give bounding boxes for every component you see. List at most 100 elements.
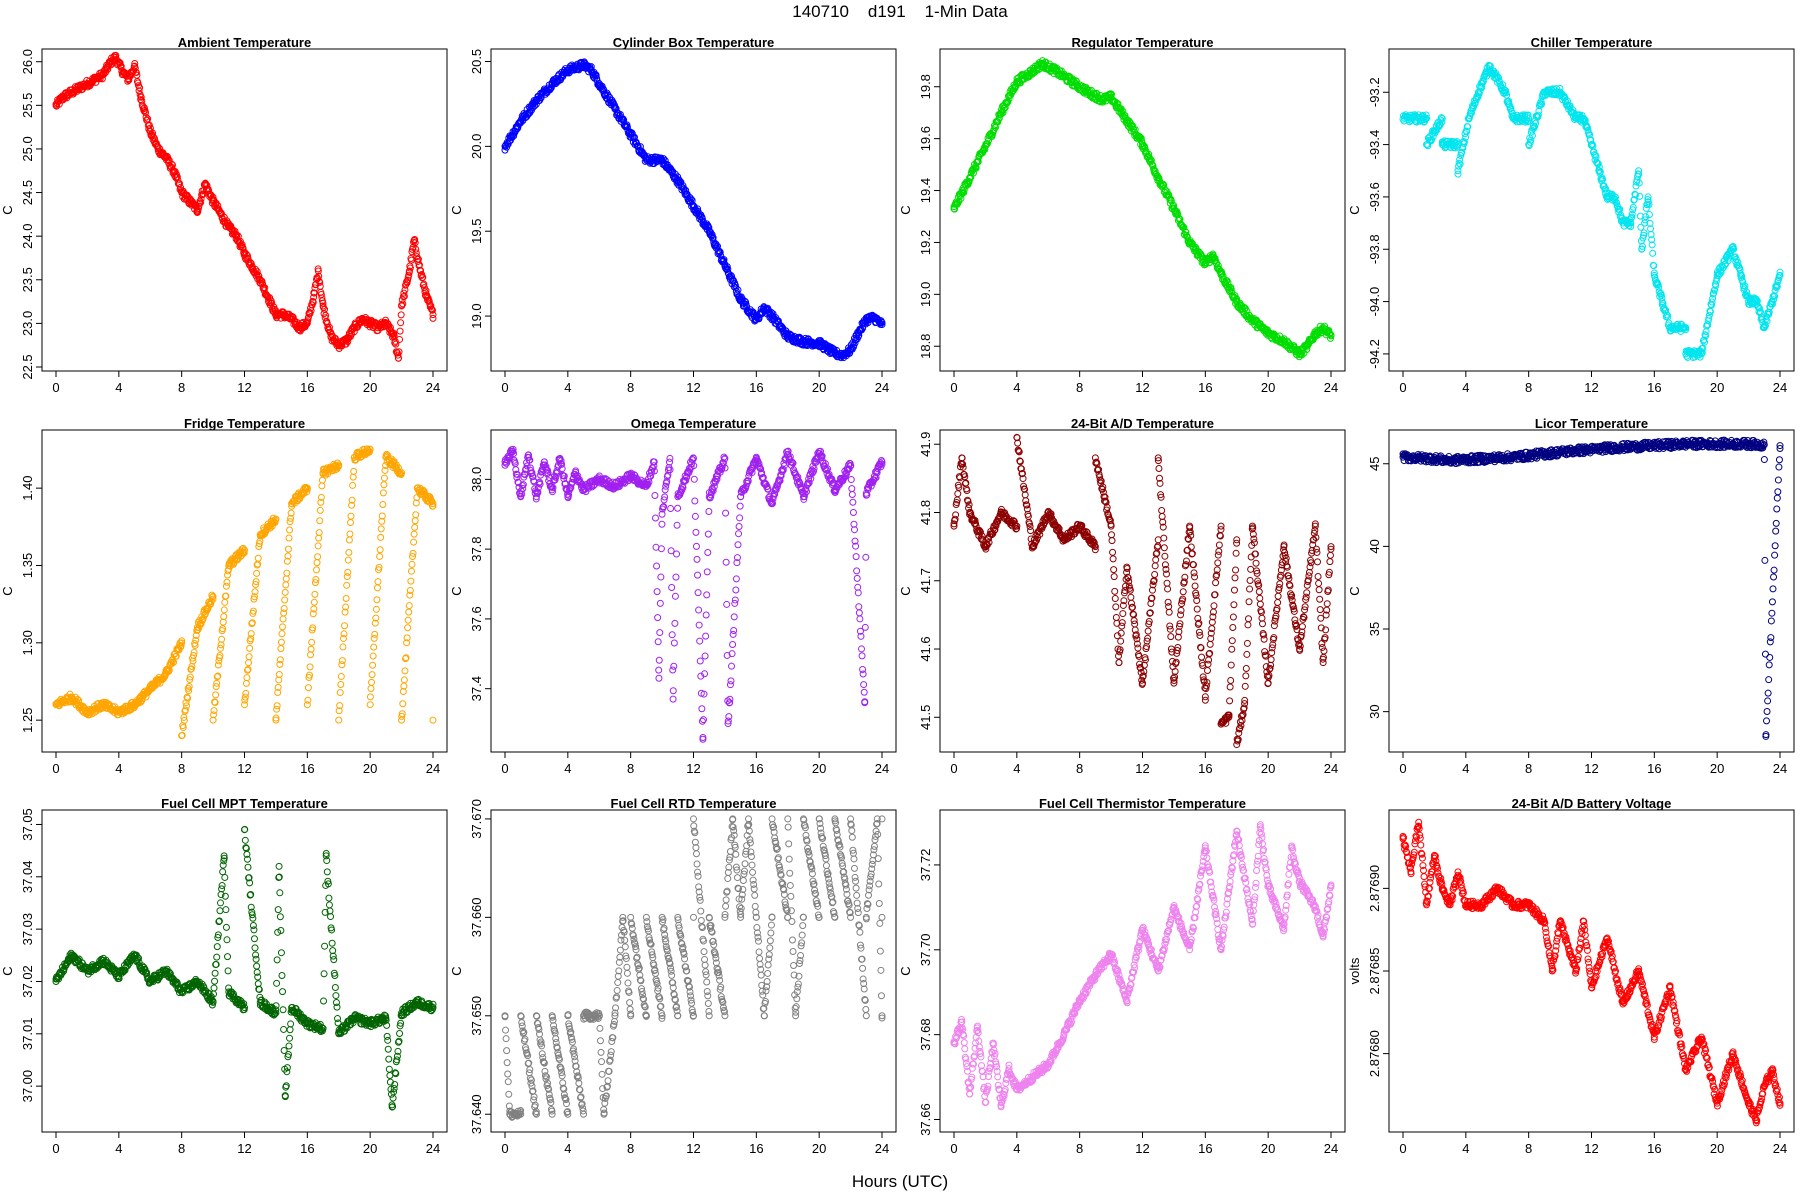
x-tick-label: 8 [1076,761,1083,776]
data-point [1115,658,1123,666]
y-axis-label: C [449,205,464,214]
data-point [317,290,325,298]
data-point [112,51,120,59]
x-tick-label: 0 [501,380,508,395]
x-tick-label: 8 [1076,380,1083,395]
y-tick-label: 41.6 [918,636,933,661]
data-point [735,523,743,531]
data-point [734,286,742,294]
data-point [658,520,666,528]
data-point [336,689,344,697]
data-point [281,588,289,596]
data-point [1110,566,1118,574]
data-point [855,603,863,611]
data-point [218,635,226,643]
data-point [653,588,661,596]
data-point [282,575,290,583]
x-tick-label: 12 [237,380,251,395]
data-point [690,475,698,483]
data-point [394,351,402,359]
y-tick-label: 22.5 [20,354,35,379]
data-point [655,656,663,664]
data-point [1114,652,1122,660]
data-point [861,623,869,631]
data-point [380,474,388,482]
data-point [849,498,857,506]
data-point [657,545,665,553]
data-point [397,311,405,319]
data-point [958,454,966,462]
data-point [252,265,260,273]
data-point [671,619,679,627]
data-point [862,553,870,561]
plot-frame [1388,48,1795,372]
x-tick-label: 20 [812,380,826,395]
data-point [373,584,381,592]
data-point [856,615,864,623]
x-tick-label: 0 [950,761,957,776]
chart-title: Cylinder Box Temperature [613,35,775,50]
x-tick-label: 12 [1584,380,1598,395]
y-tick-label: 19.0 [469,303,484,328]
y-tick-label: 25.5 [20,93,35,118]
data-point [316,517,324,525]
data-point [394,354,402,362]
data-point [692,528,700,536]
data-point [411,236,419,244]
chart-title: Fridge Temperature [184,416,305,431]
plot-frame [939,48,1346,372]
data-point [379,500,387,508]
data-point [702,611,710,619]
data-point [695,606,703,614]
data-point [343,581,351,589]
y-axis-label: C [1347,205,1362,214]
x-tick-label: 24 [875,761,889,776]
x-tick-label: 4 [564,380,571,395]
data-point [728,662,736,670]
x-tick-label: 4 [115,761,122,776]
data-point [320,310,328,318]
data-point [344,556,352,564]
data-points [501,58,886,362]
data-point [398,301,406,309]
data-point [722,509,730,517]
data-point [670,639,678,647]
x-tick-label: 16 [1647,380,1661,395]
data-point [306,663,314,671]
data-point [653,562,661,570]
data-point [369,652,377,660]
data-point [403,279,411,287]
data-point [399,300,407,308]
data-point [727,677,735,685]
data-point [1109,548,1117,556]
x-tick-label: 0 [1399,380,1406,395]
data-point [419,273,427,281]
data-point [283,569,291,577]
x-tick-label: 8 [178,761,185,776]
data-point [203,181,211,189]
data-point [703,591,711,599]
data-point [174,176,182,184]
data-point [392,340,400,348]
data-point [427,302,435,310]
x-tick-label: 12 [1135,761,1149,776]
data-point [1119,610,1127,618]
data-point [404,276,412,284]
y-tick-label: 24.0 [20,224,35,249]
data-points [950,57,1335,361]
y-tick-label: 1.30 [20,630,35,655]
data-point [367,685,375,693]
data-point [366,693,374,701]
data-point [405,271,413,279]
data-point [410,530,418,538]
data-point [853,567,861,575]
data-point [309,298,317,306]
data-point [238,241,246,249]
x-tick-label: 4 [1013,761,1020,776]
data-point [321,305,329,313]
data-point [337,672,345,680]
data-point [404,616,412,624]
